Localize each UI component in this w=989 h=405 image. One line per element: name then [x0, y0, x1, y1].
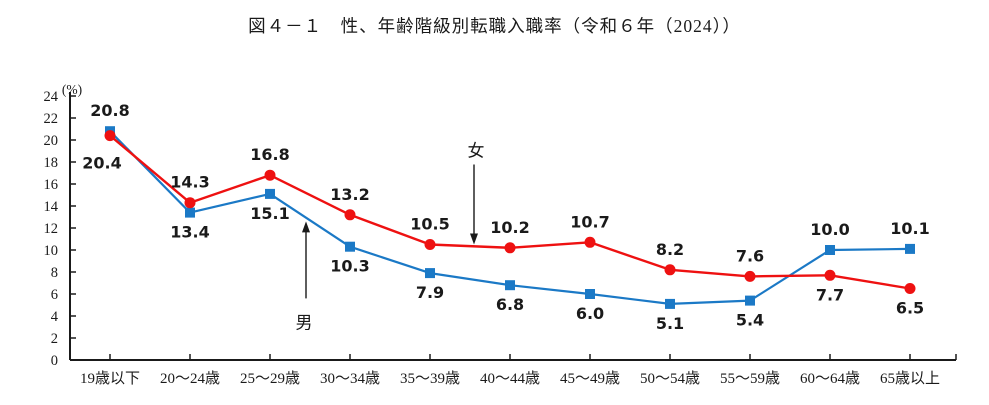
male-data-point: [265, 188, 275, 199]
female-data-point: [584, 236, 596, 248]
y-ticks: [70, 95, 76, 361]
female-data-point: [744, 270, 756, 282]
female-data-label: 8.2: [656, 240, 684, 259]
series-female: 20.4 14.3 16.8 13.2 10.5 10.2 10.7 8.2 7.6 7.7 6.5: [82, 130, 924, 318]
male-data-label: 5.4: [736, 311, 764, 330]
male-data-label: 10.1: [890, 219, 929, 238]
female-data-label: 7.7: [816, 285, 844, 304]
female-data-point: [344, 209, 356, 221]
y-tick-label: 22: [44, 111, 59, 127]
annotation-male: 男: [296, 221, 313, 332]
y-tick-label: 0: [51, 353, 58, 369]
y-tick-label: 8: [51, 265, 58, 281]
male-data-label: 15.1: [250, 204, 289, 223]
x-tick-label: 35～39歳: [400, 370, 460, 387]
male-data-label: 13.4: [170, 223, 209, 242]
male-data-point: [425, 268, 435, 279]
male-data-point: [345, 241, 355, 252]
y-tick-label: 4: [51, 309, 59, 325]
y-tick-label: 16: [44, 177, 59, 193]
arrow-down-icon: [470, 233, 478, 245]
male-data-label: 10.0: [810, 220, 849, 239]
male-data-label: 7.9: [416, 283, 444, 302]
x-tick-label: 19歳以下: [80, 370, 140, 387]
female-data-label: 7.6: [736, 246, 764, 265]
x-ticks: [109, 354, 957, 360]
x-tick-label: 40～44歳: [480, 370, 540, 387]
female-data-label: 10.2: [490, 218, 529, 237]
male-data-point: [585, 289, 595, 299]
annotation-female: 女: [468, 142, 485, 245]
male-data-point: [825, 245, 835, 255]
female-data-label: 16.8: [250, 145, 289, 164]
female-data-point: [504, 242, 516, 254]
female-data-point: [664, 264, 676, 276]
x-tick-label: 20～24歳: [160, 370, 220, 387]
male-data-label: 6.0: [576, 304, 604, 323]
female-data-point: [824, 269, 836, 281]
female-data-label: 10.5: [410, 215, 449, 234]
x-tick-label: 30～34歳: [320, 370, 380, 387]
x-tick-label: 50～54歳: [640, 370, 700, 387]
y-tick-label: 6: [51, 287, 58, 303]
annotation-male-label: 男: [296, 313, 313, 332]
y-tick-label: 2: [51, 331, 58, 347]
male-data-label: 10.3: [330, 257, 369, 276]
x-tick-label: 55～59歳: [720, 370, 780, 387]
x-tick-label: 45～49歳: [560, 370, 620, 387]
female-data-point: [264, 169, 276, 181]
female-data-label: 10.7: [570, 212, 609, 231]
male-data-point: [665, 298, 675, 309]
x-tick-label: 25～29歳: [240, 370, 300, 387]
female-data-label: 6.5: [896, 299, 924, 318]
y-tick-label: 18: [44, 155, 59, 171]
female-data-point: [904, 283, 916, 294]
female-data-label: 13.2: [330, 185, 369, 204]
x-tick-labels: 19歳以下 20～24歳 25～29歳 30～34歳 35～39歳 40～44歳 45～49…: [80, 370, 940, 387]
annotation-female-label: 女: [468, 142, 485, 161]
y-tick-label: 10: [44, 243, 59, 259]
male-data-label: 20.8: [90, 101, 129, 120]
male-data-point: [745, 295, 755, 306]
male-data-label: 6.8: [496, 295, 524, 314]
arrow-up-icon: [302, 221, 310, 233]
y-tick-label: 20: [44, 133, 59, 149]
female-data-label: 14.3: [170, 173, 209, 192]
series-male: 20.8 13.4 15.1 10.3 7.9 6.8 6.0 5.1 5.4 10.0 10.1: [90, 101, 929, 333]
x-tick-label: 65歳以上: [880, 370, 940, 387]
female-data-point: [104, 130, 116, 142]
series-female-line: [109, 134, 911, 290]
male-data-label: 5.1: [656, 314, 684, 333]
y-tick-label: 24: [44, 89, 59, 105]
male-data-point: [505, 280, 515, 291]
y-tick-label: 14: [44, 199, 59, 215]
female-data-label: 20.4: [82, 154, 121, 173]
x-tick-label: 60～64歳: [800, 370, 860, 387]
y-axis-unit-label: (%): [62, 82, 82, 97]
chart-title: 図４－１ 性、年齢階級別転職入職率（令和６年（2024））: [248, 16, 741, 36]
male-data-point: [905, 243, 915, 254]
female-data-point: [184, 197, 196, 209]
male-data-point: [185, 207, 195, 218]
female-data-point: [424, 239, 436, 250]
y-tick-label: 12: [44, 221, 59, 237]
